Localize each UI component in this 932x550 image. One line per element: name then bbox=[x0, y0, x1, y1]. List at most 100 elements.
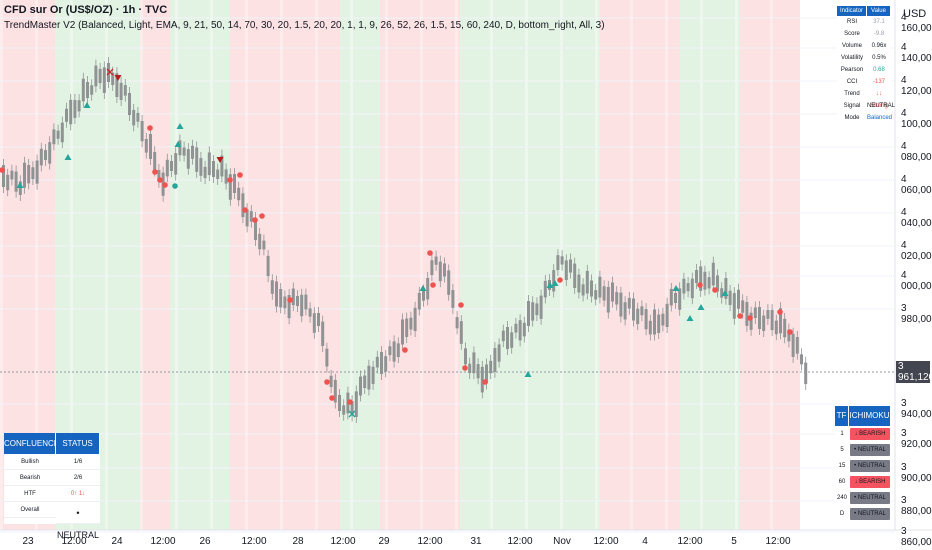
candle-body bbox=[606, 286, 610, 313]
currency-label[interactable]: USD bbox=[903, 8, 927, 20]
sell-signal-dot bbox=[712, 287, 718, 293]
candle-body bbox=[132, 109, 136, 126]
candle-body bbox=[216, 169, 220, 179]
time-tick-label: 28 bbox=[292, 536, 304, 547]
candle-body bbox=[753, 307, 757, 319]
trend-band bbox=[170, 0, 230, 530]
time-tick-label: 4 bbox=[642, 536, 648, 547]
band-stripe bbox=[245, 0, 248, 530]
candle-body bbox=[648, 320, 652, 335]
candle-body bbox=[598, 276, 602, 298]
candle-body bbox=[632, 298, 635, 321]
band-stripe bbox=[735, 0, 738, 530]
confluence-name: HTF bbox=[4, 486, 56, 502]
candle-body bbox=[35, 160, 39, 184]
candle-body bbox=[384, 356, 388, 372]
trend-band bbox=[380, 0, 460, 530]
candle-body bbox=[140, 121, 144, 142]
candle-body bbox=[506, 327, 509, 349]
band-stripe bbox=[210, 0, 213, 530]
candle-body bbox=[699, 266, 703, 291]
band-stripe bbox=[630, 0, 633, 530]
tf-status-badge: • NEUTRAL bbox=[850, 508, 890, 520]
price-tick-label: 4 060,000 bbox=[901, 174, 932, 196]
indicator-name: Signal bbox=[843, 103, 861, 109]
indicator-value: -9.8 bbox=[873, 31, 885, 37]
candle-body bbox=[716, 275, 719, 292]
candle-body bbox=[800, 354, 803, 365]
price-tick-label: 4 100,000 bbox=[901, 108, 932, 130]
candle-body bbox=[674, 293, 677, 303]
price-tick-label: 3 860,000 bbox=[901, 526, 932, 548]
candle-body bbox=[535, 303, 539, 316]
candle-body bbox=[552, 270, 556, 292]
band-stripe bbox=[595, 0, 598, 530]
band-stripe bbox=[385, 0, 388, 530]
tf-status-cell: • NEUTRAL bbox=[849, 458, 891, 474]
candle-body bbox=[380, 352, 383, 374]
symbol-title[interactable]: CFD sur Or (US$/OZ) · 1h · TVC bbox=[4, 4, 168, 16]
candle-body bbox=[333, 379, 337, 403]
band-stripe bbox=[35, 0, 38, 530]
candle-body bbox=[308, 308, 312, 317]
bar-countdown: 09:45 bbox=[898, 383, 924, 394]
candle-body bbox=[224, 169, 228, 184]
candle-body bbox=[329, 375, 333, 387]
candle-body bbox=[493, 348, 497, 372]
candle-body bbox=[611, 282, 614, 302]
buy-signal-triangle bbox=[174, 141, 182, 147]
candle-body bbox=[14, 171, 18, 192]
candle-body bbox=[560, 256, 564, 265]
candle-body bbox=[228, 174, 232, 200]
status-header: STATUS bbox=[56, 433, 100, 454]
candle-body bbox=[653, 309, 656, 335]
timeframe-table: TF ICHIMOKU 1 ↓ BEARISH 5 • NEUTRAL 15 • NEUT… bbox=[835, 406, 891, 522]
confluence-value: 0↑ 1↓ bbox=[56, 486, 100, 502]
candle-body bbox=[665, 303, 669, 327]
cross-marker bbox=[348, 410, 356, 418]
candle-body bbox=[111, 72, 115, 85]
candle-body bbox=[774, 320, 778, 335]
sell-signal-dot bbox=[787, 329, 793, 335]
indicator-legend[interactable]: TrendMaster V2 (Balanced, Light, EMA, 9,… bbox=[4, 20, 605, 31]
candle-body bbox=[174, 153, 178, 175]
time-tick-label: 12:00 bbox=[150, 536, 176, 547]
band-stripe bbox=[770, 0, 773, 530]
candle-body bbox=[48, 142, 52, 164]
time-tick-label: 24 bbox=[111, 536, 123, 547]
candle-body bbox=[90, 85, 94, 95]
time-tick-label: 29 bbox=[378, 536, 390, 547]
band-stripe bbox=[350, 0, 353, 530]
trend-band bbox=[230, 0, 300, 530]
candle-body bbox=[275, 281, 278, 307]
buy-signal-triangle bbox=[697, 304, 705, 310]
time-tick-label: 12:00 bbox=[61, 536, 87, 547]
confluence-value: 1/6 bbox=[56, 454, 100, 470]
last-price-value: 3 961,120 bbox=[898, 361, 932, 383]
candle-body bbox=[703, 271, 707, 290]
candle-body bbox=[682, 278, 686, 294]
trend-band bbox=[300, 0, 340, 530]
tf-status-badge: • NEUTRAL bbox=[850, 460, 890, 472]
candle-body bbox=[426, 277, 430, 300]
trend-band bbox=[680, 0, 740, 530]
candle-body bbox=[779, 308, 782, 334]
candle-body bbox=[623, 302, 627, 320]
candle-body bbox=[321, 321, 325, 346]
candle-body bbox=[123, 85, 127, 96]
time-tick-label: 23 bbox=[22, 536, 34, 547]
tf-status-cell: ↓ BEARISH bbox=[849, 426, 891, 442]
candle-body bbox=[371, 366, 375, 384]
candle-body bbox=[581, 284, 585, 296]
candle-body bbox=[304, 294, 308, 310]
price-tick-label: 4 160,000 bbox=[901, 12, 932, 34]
band-stripe bbox=[420, 0, 423, 530]
indicator-value: 0.5% bbox=[872, 55, 886, 61]
tf-status-cell: • NEUTRAL bbox=[849, 442, 891, 458]
candle-body bbox=[350, 401, 354, 416]
time-tick-label: 12:00 bbox=[241, 536, 267, 547]
band-stripe bbox=[280, 0, 283, 530]
candle-body bbox=[556, 255, 560, 270]
